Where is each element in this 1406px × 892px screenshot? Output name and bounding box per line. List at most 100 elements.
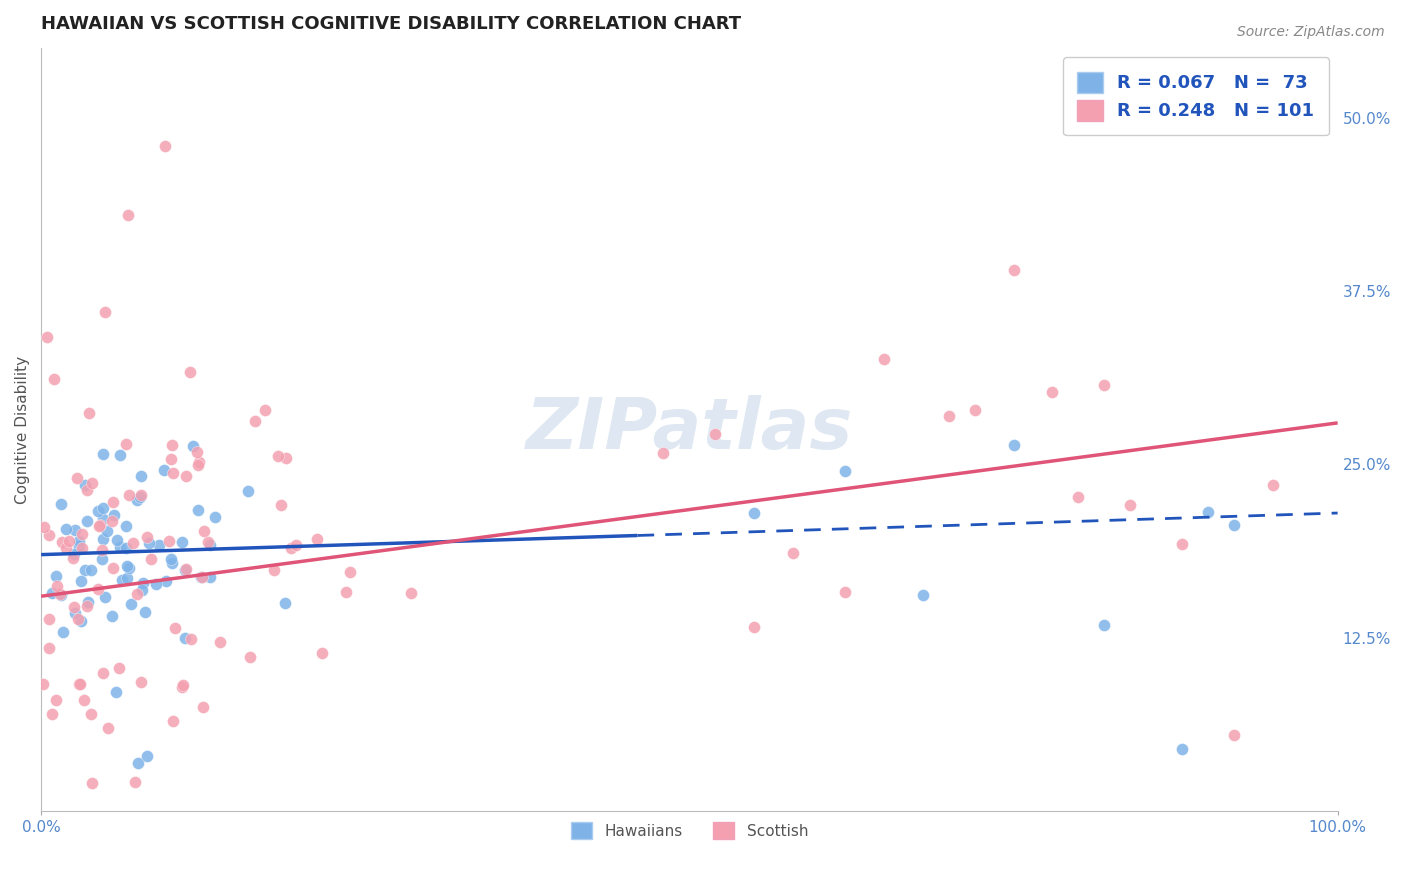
Point — [173, 631, 195, 645]
Point — [129, 488, 152, 502]
Point — [58, 533, 80, 548]
Point — [77, 407, 100, 421]
Point — [190, 570, 212, 584]
Point — [153, 138, 176, 153]
Point — [270, 498, 292, 512]
Point — [87, 504, 110, 518]
Point — [1197, 505, 1219, 519]
Point — [157, 533, 180, 548]
Point — [163, 621, 186, 635]
Point — [118, 488, 141, 502]
Point — [120, 597, 142, 611]
Point — [76, 599, 98, 613]
Point — [135, 748, 157, 763]
Point — [128, 490, 150, 504]
Point — [125, 493, 148, 508]
Point — [108, 540, 131, 554]
Point — [198, 538, 221, 552]
Point — [87, 518, 110, 533]
Point — [181, 438, 204, 452]
Point — [1042, 385, 1064, 400]
Text: HAWAIIAN VS SCOTTISH COGNITIVE DISABILITY CORRELATION CHART: HAWAIIAN VS SCOTTISH COGNITIVE DISABILIT… — [41, 15, 741, 33]
Point — [63, 600, 86, 615]
Point — [91, 501, 114, 516]
Point — [101, 561, 124, 575]
Point — [73, 563, 96, 577]
Point — [1223, 518, 1246, 533]
Point — [69, 677, 91, 691]
Point — [62, 550, 84, 565]
Point — [134, 605, 156, 619]
Point — [236, 484, 259, 499]
Point — [97, 721, 120, 735]
Point — [263, 563, 285, 577]
Point — [94, 305, 117, 319]
Point — [66, 612, 89, 626]
Point — [159, 452, 181, 467]
Point — [127, 756, 149, 770]
Point — [49, 588, 72, 602]
Point — [159, 552, 181, 566]
Point — [274, 596, 297, 610]
Point — [191, 570, 214, 584]
Point — [91, 533, 114, 547]
Point — [162, 714, 184, 728]
Point — [239, 650, 262, 665]
Point — [38, 528, 60, 542]
Text: ZIPatlas: ZIPatlas — [526, 395, 853, 465]
Point — [87, 582, 110, 596]
Point — [38, 641, 60, 656]
Point — [138, 536, 160, 550]
Point — [80, 776, 103, 790]
Point — [82, 476, 104, 491]
Point — [193, 524, 215, 539]
Point — [145, 576, 167, 591]
Point — [70, 527, 93, 541]
Point — [115, 519, 138, 533]
Point — [911, 588, 934, 602]
Point — [834, 464, 856, 478]
Point — [834, 585, 856, 599]
Point — [45, 693, 67, 707]
Point — [101, 495, 124, 509]
Point — [67, 533, 90, 548]
Point — [51, 535, 73, 549]
Point — [66, 471, 89, 485]
Point — [245, 414, 267, 428]
Point — [77, 595, 100, 609]
Point — [155, 574, 177, 588]
Point — [91, 512, 114, 526]
Point — [253, 403, 276, 417]
Point — [285, 538, 308, 552]
Point — [32, 520, 55, 534]
Point — [115, 571, 138, 585]
Point — [52, 625, 75, 640]
Point — [209, 634, 232, 648]
Point — [105, 533, 128, 547]
Point — [782, 545, 804, 559]
Point — [174, 563, 197, 577]
Point — [118, 561, 141, 575]
Point — [42, 372, 65, 386]
Point — [938, 409, 960, 423]
Point — [90, 552, 112, 566]
Point — [399, 586, 422, 600]
Point — [197, 535, 219, 549]
Point — [103, 508, 125, 522]
Point — [276, 451, 298, 466]
Point — [80, 563, 103, 577]
Text: Source: ZipAtlas.com: Source: ZipAtlas.com — [1237, 25, 1385, 39]
Point — [70, 614, 93, 628]
Point — [129, 675, 152, 690]
Point — [1119, 498, 1142, 512]
Point — [38, 612, 60, 626]
Point — [101, 609, 124, 624]
Point — [172, 680, 194, 694]
Legend: Hawaiians, Scottish: Hawaiians, Scottish — [564, 815, 814, 846]
Point — [335, 585, 357, 599]
Point — [111, 574, 134, 588]
Point — [67, 677, 90, 691]
Point — [55, 541, 77, 556]
Point — [139, 552, 162, 566]
Point — [94, 590, 117, 604]
